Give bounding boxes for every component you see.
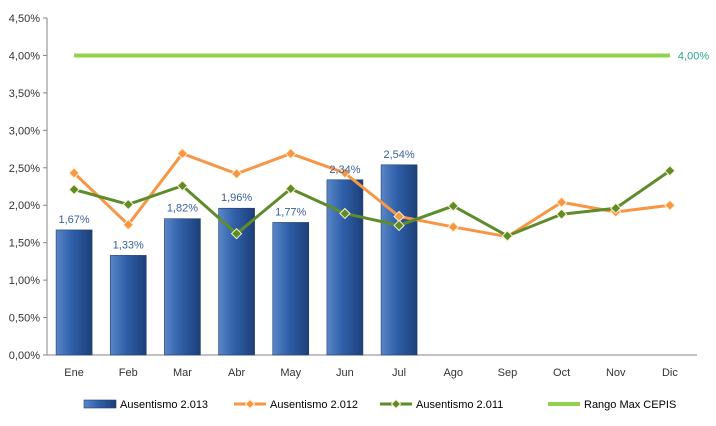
point-ausentismo-2-011-ene (68, 183, 80, 196)
bar-data-label: 1,67% (58, 214, 89, 226)
legend-label: Rango Max CEPIS (584, 399, 676, 411)
bar-data-label: 2,34% (329, 164, 360, 176)
x-tick-label: Jul (392, 367, 406, 379)
bar-jul (380, 164, 418, 356)
point-ausentismo-2-011-sep (501, 230, 514, 242)
y-tick-label: 0,00% (9, 350, 40, 362)
bar-data-label: 1,96% (221, 192, 252, 204)
y-tick-label: 4,50% (9, 13, 40, 25)
bar-series (55, 164, 418, 356)
point-ausentismo-2-011-oct (555, 208, 568, 220)
data-labels: 1,67% 1,33% 1,82% 1,96% 1,77% 2,34% 2,54% (58, 149, 414, 252)
point-ausentismo-2-012-ago (447, 221, 459, 233)
point-ausentismo-2-012-abr (230, 168, 243, 180)
x-tick-label: Sep (498, 367, 518, 379)
legend-marker (390, 398, 402, 410)
legend-item-rango-max-cepis: Rango Max CEPIS (548, 399, 676, 411)
y-tick-label: 2,00% (9, 200, 40, 212)
point-ausentismo-2-012-oct (555, 196, 568, 208)
x-tick-label: Ago (443, 367, 463, 379)
x-tick-label: Abr (228, 367, 245, 379)
line-series: 4,00% (68, 50, 709, 243)
x-axis: Ene Feb Mar Abr May Jun Jul Ago Sep Oct Nov Dic (47, 354, 697, 379)
bar-mar (164, 218, 201, 356)
x-tick-label: Ene (64, 367, 84, 379)
point-ausentismo-2-012-jun (339, 167, 351, 179)
y-tick-label: 1,00% (9, 275, 40, 287)
point-ausentismo-2-011-feb (122, 198, 134, 211)
y-axis: 0,00% 0,50% 1,00% 1,50% 2,00% 2,50% 3,00% 3,50%… (9, 13, 48, 362)
point-ausentismo-2-011-ago (447, 200, 459, 212)
bar-data-label: 1,77% (275, 206, 306, 218)
x-tick-label: May (280, 367, 301, 379)
legend-item-ausentismo-2-013: Ausentismo 2.013 (83, 399, 208, 411)
bar-jun (326, 179, 364, 356)
point-ausentismo-2-012-feb (122, 218, 134, 231)
legend-label: Ausentismo 2.012 (270, 399, 358, 411)
y-tick-label: 3,00% (9, 125, 40, 137)
point-ausentismo-2-011-may (285, 183, 297, 195)
x-tick-label: Nov (606, 367, 626, 379)
line-ausentismo-2-011 (73, 169, 671, 238)
legend-swatch (83, 399, 117, 409)
y-tick-label: 1,50% (9, 238, 40, 250)
point-ausentismo-2-011-nov (610, 202, 622, 214)
x-tick-label: Mar (173, 367, 192, 379)
y-tick-label: 0,50% (9, 313, 40, 325)
y-tick-label: 3,50% (9, 88, 40, 100)
bar-data-label: 2,54% (383, 149, 414, 161)
legend-marker (244, 398, 256, 410)
y-tick-label: 4,00% (9, 50, 40, 62)
legend-label: Ausentismo 2.011 (416, 399, 503, 411)
x-tick-label: Dic (662, 367, 678, 379)
cepis-end-label: 4,00% (678, 50, 709, 62)
point-ausentismo-2-011-abr (230, 227, 243, 240)
x-tick-label: Oct (553, 367, 570, 379)
bar-may (272, 222, 310, 356)
legend-label: Ausentismo 2.013 (120, 399, 208, 411)
legend: Ausentismo 2.013 Ausentismo 2.012 Ausentis… (83, 398, 676, 411)
point-ausentismo-2-012-mar (176, 147, 189, 160)
bar-data-label: 1,82% (167, 203, 198, 215)
point-ausentismo-2-011-jul (393, 219, 405, 232)
y-tick-label: 2,50% (9, 163, 40, 175)
line-ausentismo-2-012 (73, 152, 671, 239)
point-ausentismo-2-011-mar (176, 180, 189, 192)
point-ausentismo-2-012-ene (68, 167, 80, 179)
point-ausentismo-2-011-dic (664, 165, 676, 177)
point-ausentismo-2-012-may (285, 147, 297, 160)
legend-item-ausentismo-2-011: Ausentismo 2.011 (380, 398, 503, 411)
bar-feb (109, 255, 147, 356)
legend-item-ausentismo-2-012: Ausentismo 2.012 (234, 398, 358, 411)
x-tick-label: Feb (119, 367, 138, 379)
point-ausentismo-2-012-dic (664, 199, 676, 211)
bar-data-label: 1,33% (113, 239, 144, 251)
bar-ene (55, 229, 93, 356)
point-ausentismo-2-011-jun (339, 207, 351, 220)
x-tick-label: Jun (336, 367, 354, 379)
